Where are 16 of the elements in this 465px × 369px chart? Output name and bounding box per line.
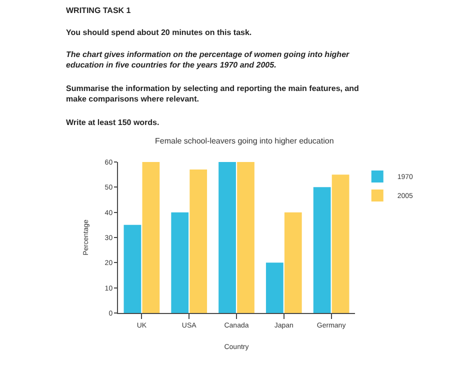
bar <box>313 187 331 313</box>
bar <box>332 174 350 313</box>
bar <box>171 212 189 313</box>
bar <box>266 262 284 313</box>
text: Write at least 150 words. <box>66 118 160 127</box>
bar <box>124 224 142 313</box>
text: Summarise the information by selecting and reporting the main features, and make comparisons where relevant. <box>66 84 360 104</box>
bar <box>190 170 208 313</box>
text: You should spend about 20 minutes on this task. <box>66 28 252 37</box>
bar <box>218 162 236 313</box>
text: The chart gives information on the percentage of women going into higher education in five countries for the years 1970 and 2005. <box>66 50 350 70</box>
bar <box>237 162 254 313</box>
text: WRITING TASK 1 <box>66 6 132 15</box>
bar <box>142 162 160 313</box>
bar <box>284 212 302 313</box>
chart-title: Female school-leavers going into higher education <box>155 136 334 146</box>
